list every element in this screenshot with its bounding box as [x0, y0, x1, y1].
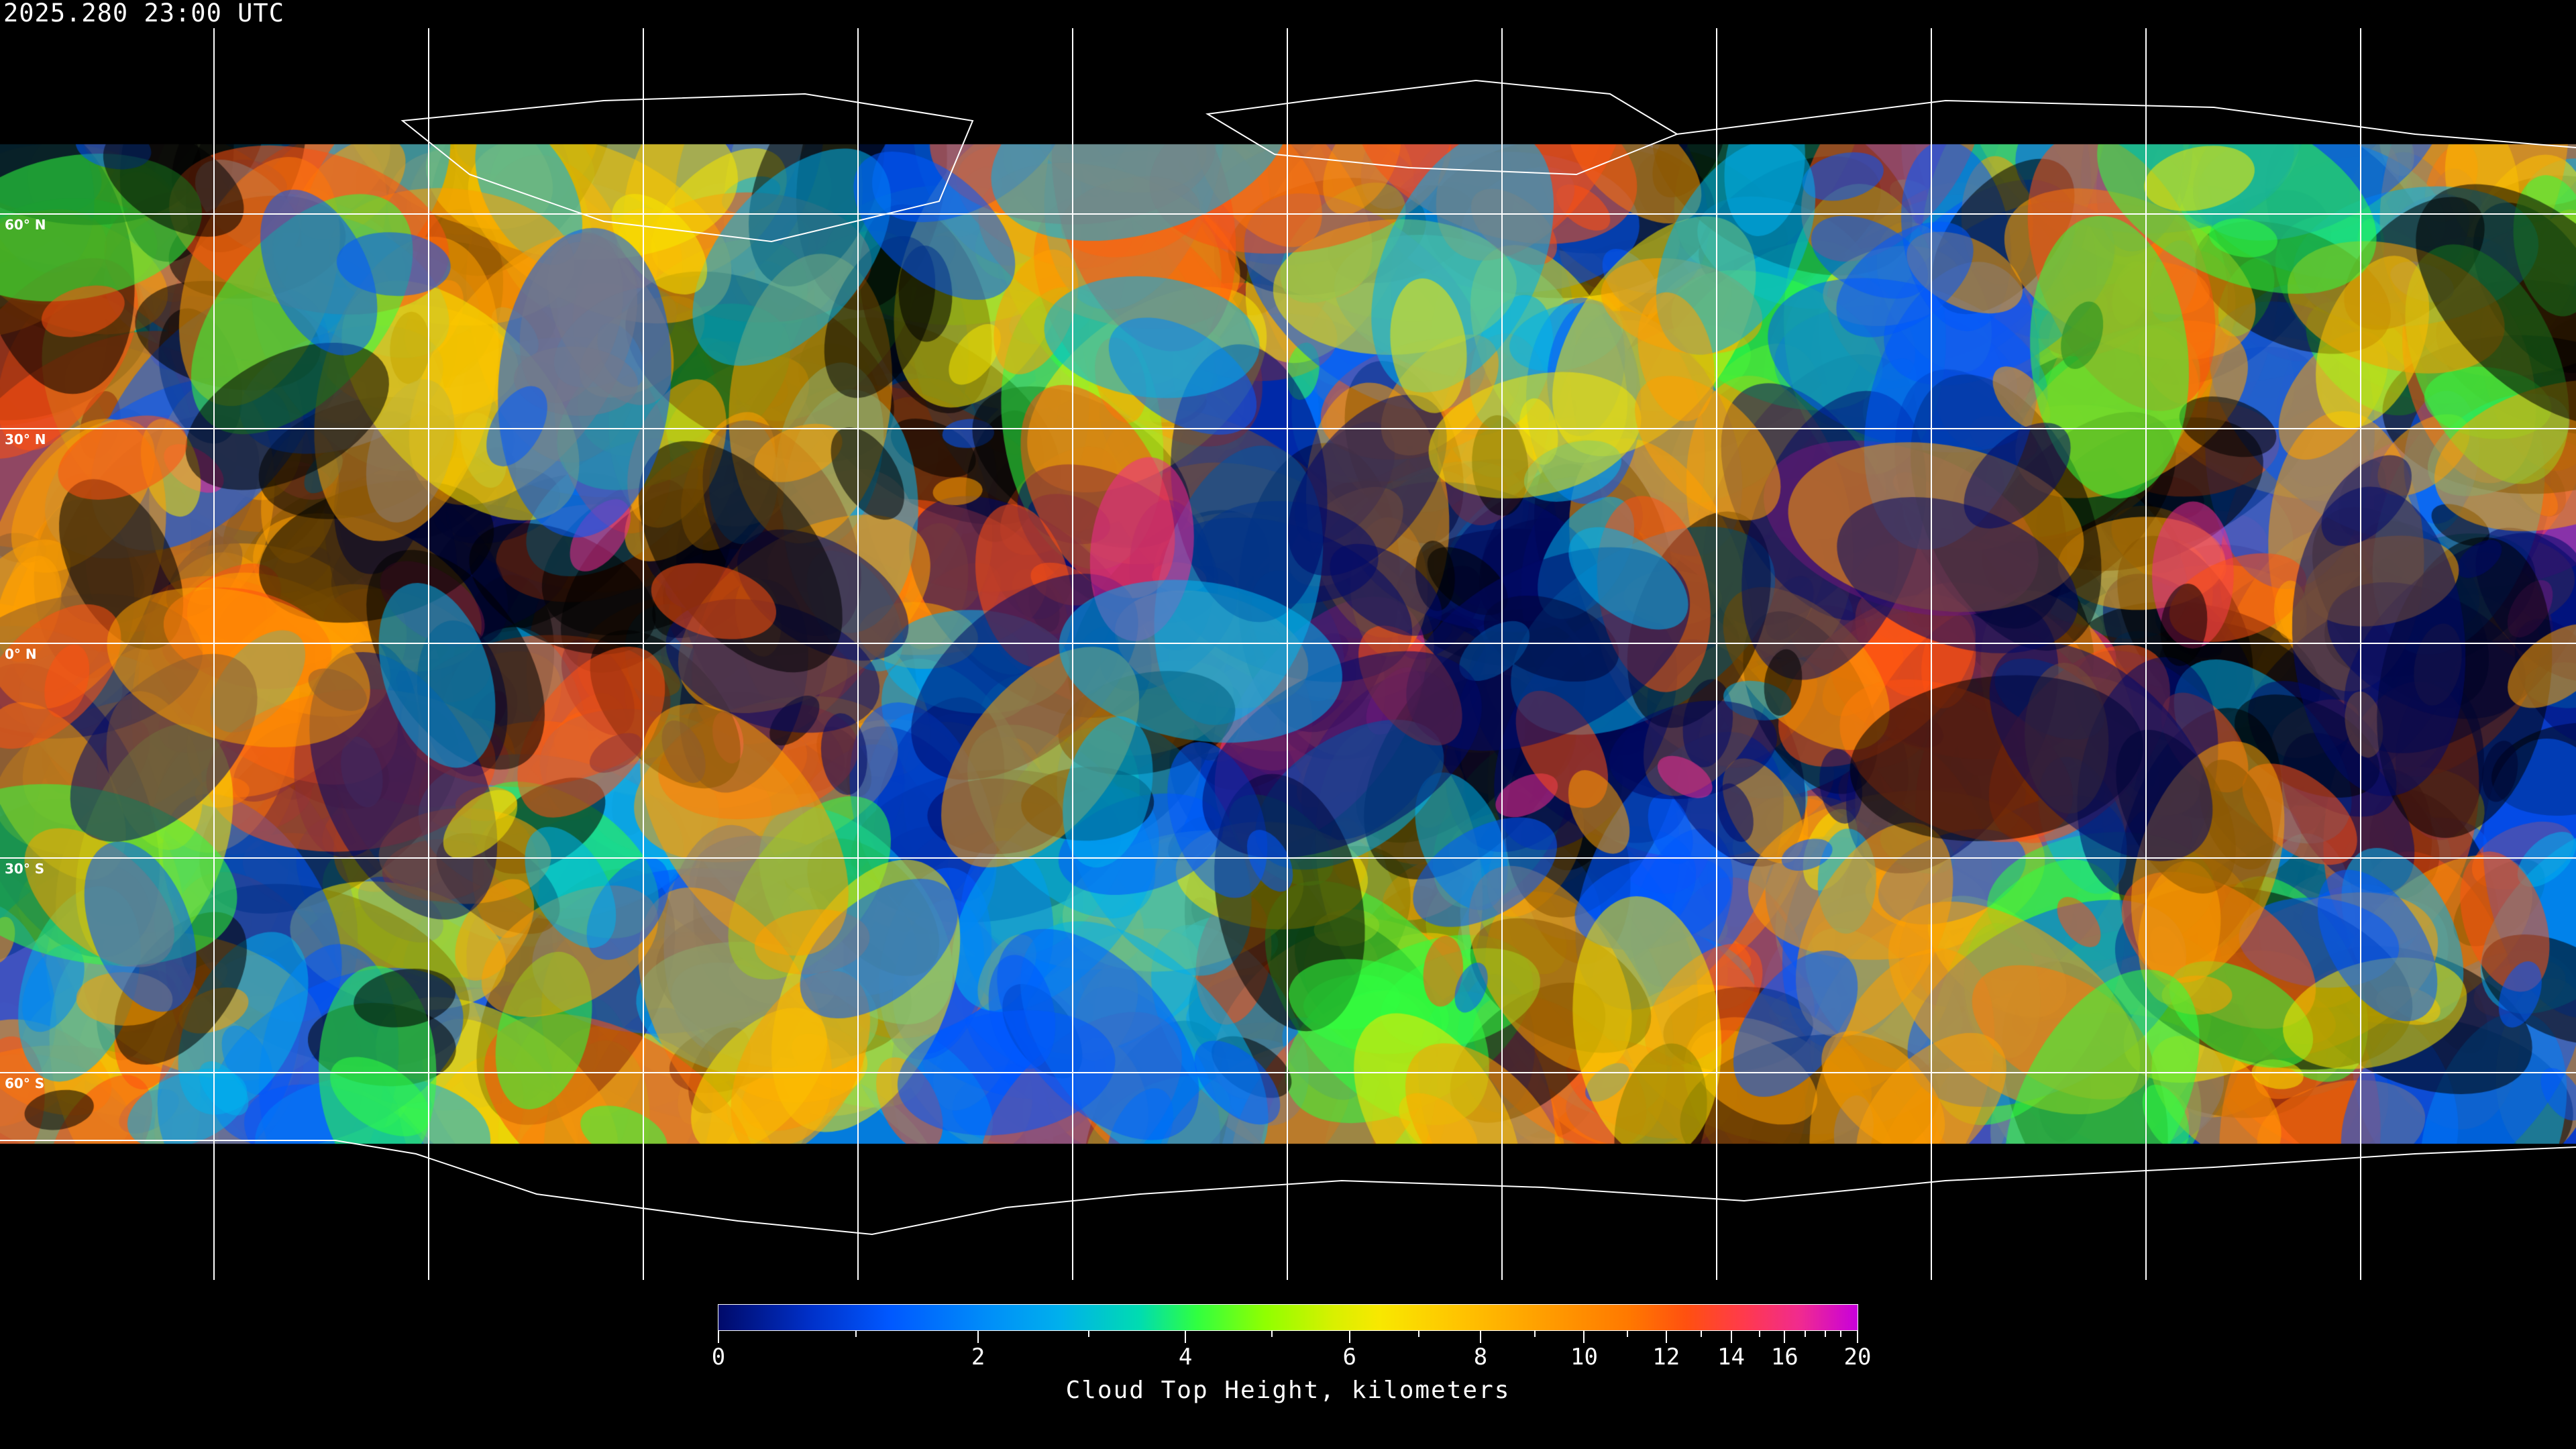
major-tick [1730, 1331, 1732, 1343]
tick-label: 12 [1652, 1344, 1680, 1371]
minor-tick [1804, 1331, 1806, 1337]
major-tick [1665, 1331, 1667, 1343]
graticule [0, 28, 2576, 1280]
major-tick [1348, 1331, 1350, 1343]
lat-label-30n: 30° N [5, 431, 46, 447]
tick-label: 20 [1843, 1344, 1872, 1371]
satellite-map: 2025.280 23:00 UTC 60° N 30° N 0° N 30° … [0, 0, 2576, 1287]
coastline [1205, 79, 1679, 176]
colorbar [718, 1304, 1858, 1331]
major-tick [718, 1331, 719, 1343]
major-tick [1857, 1331, 1858, 1343]
major-tick [1784, 1331, 1786, 1343]
minor-tick [1534, 1331, 1536, 1337]
major-tick [1583, 1331, 1585, 1343]
lat-label-60s: 60° S [5, 1075, 45, 1091]
tick-label: 2 [971, 1344, 985, 1371]
coastline [0, 1140, 2576, 1236]
minor-tick [1418, 1331, 1420, 1337]
lat-label-0n: 0° N [5, 646, 37, 662]
tick-label: 14 [1717, 1344, 1745, 1371]
tick-label: 0 [711, 1344, 726, 1371]
minor-tick [1758, 1331, 1760, 1337]
tick-label: 6 [1342, 1344, 1356, 1371]
minor-tick [1087, 1331, 1089, 1337]
coastline [1676, 99, 2576, 148]
minor-tick [855, 1331, 857, 1337]
colorbar-title: Cloud Top Height, kilometers [1065, 1377, 1511, 1404]
minor-tick [1839, 1331, 1841, 1337]
tick-label: 8 [1473, 1344, 1488, 1371]
minor-tick [1271, 1331, 1273, 1337]
tick-label: 10 [1570, 1344, 1598, 1371]
tick-label: 4 [1178, 1344, 1193, 1371]
tick-label: 16 [1770, 1344, 1799, 1371]
lat-label-60n: 60° N [5, 217, 46, 233]
timestamp: 2025.280 23:00 UTC [3, 0, 284, 28]
minor-tick [1701, 1331, 1703, 1337]
major-tick [1185, 1331, 1187, 1343]
coastline [400, 93, 974, 243]
major-tick [977, 1331, 979, 1343]
minor-tick [1627, 1331, 1628, 1337]
lat-label-30s: 30° S [5, 861, 45, 877]
minor-tick [1825, 1331, 1827, 1337]
major-tick [1479, 1331, 1481, 1343]
